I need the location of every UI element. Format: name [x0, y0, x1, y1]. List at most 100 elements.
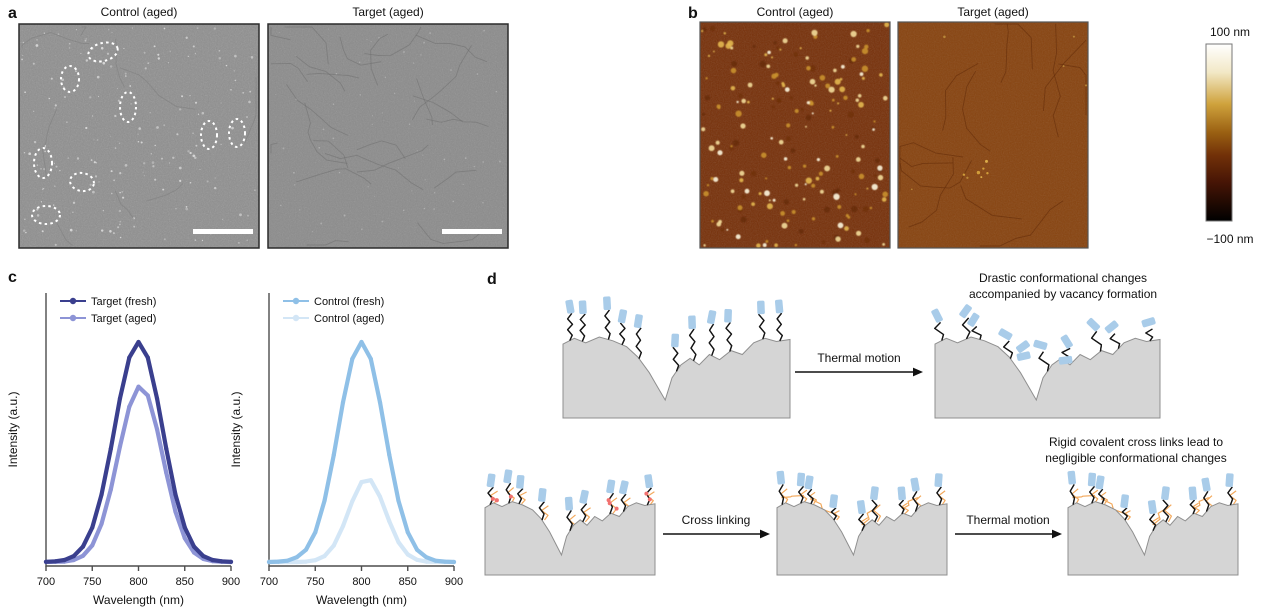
x-tick-label: 800: [352, 576, 370, 588]
series-marker: [451, 559, 457, 565]
series-marker: [90, 525, 95, 530]
chain: [645, 487, 652, 506]
chain: [538, 501, 545, 521]
series-marker: [90, 543, 95, 548]
series-marker: [285, 558, 290, 563]
chain: [1124, 510, 1131, 521]
series-marker: [377, 494, 383, 499]
reactive-site: [647, 497, 652, 502]
series-marker: [294, 555, 299, 560]
schematic-fresh-surface: [562, 296, 791, 419]
ligand-cap: [959, 304, 972, 319]
series-marker: [313, 558, 318, 563]
chain: [912, 490, 919, 512]
chain: [961, 317, 971, 340]
ligand-cap: [688, 315, 696, 330]
panel-c-label: c: [8, 269, 17, 286]
ligand-cap: [1104, 320, 1119, 334]
series-marker: [145, 355, 150, 360]
ligand-cap: [1188, 486, 1197, 501]
series-marker: [164, 446, 169, 451]
chain: [830, 507, 837, 521]
series-marker: [331, 452, 336, 457]
series-marker: [108, 487, 113, 492]
reactive-site: [607, 501, 612, 506]
chain: [1090, 330, 1103, 352]
series-marker: [442, 559, 447, 564]
ligand-cap: [1058, 355, 1073, 365]
sem-image-target-aged: [267, 23, 509, 249]
legend-label: Control (aged): [314, 313, 384, 325]
chain: [708, 323, 715, 356]
ligand-cap: [931, 308, 943, 323]
panel-d-label: d: [487, 271, 497, 288]
series-marker: [173, 492, 178, 497]
x-tick-label: 750: [83, 576, 101, 588]
ligand-cap: [796, 472, 806, 487]
series-marker: [377, 400, 383, 405]
ligand-cap: [1147, 500, 1157, 515]
chain: [971, 326, 982, 340]
caption-vacancy-line1: Drastic conformational changes: [979, 271, 1147, 285]
ligand-cap: [1033, 339, 1048, 350]
reactive-site: [614, 506, 619, 511]
reactive-site: [490, 496, 495, 501]
afm-colorbar: 100 nm −100 nm: [1205, 25, 1254, 246]
defect-ellipse: [87, 41, 119, 63]
ligand-cap: [578, 300, 587, 315]
series-marker: [359, 480, 364, 485]
series-marker: [191, 544, 197, 549]
ligand-cap: [1120, 494, 1129, 509]
afm-image-target-aged: [897, 21, 1089, 249]
ligand-cap: [897, 486, 906, 501]
chain: [580, 503, 588, 523]
chain: [1069, 484, 1076, 505]
x-tick-label: 800: [129, 576, 147, 588]
ligand-cap: [671, 333, 680, 348]
arrow-thermal-motion-bottom: Thermal motion: [955, 513, 1062, 539]
chain: [604, 309, 611, 340]
chain: [1121, 507, 1128, 521]
series-marker: [276, 559, 281, 564]
series-marker: [350, 499, 355, 504]
panel-d: d Drastic conformational changes accompa…: [484, 271, 1239, 576]
chain: [579, 313, 586, 342]
series-marker: [201, 554, 206, 559]
panel-b-label: b: [688, 5, 698, 22]
chain: [1192, 496, 1210, 510]
series-line: [43, 384, 234, 565]
chain: [1227, 486, 1234, 506]
series-marker: [368, 478, 373, 483]
series-marker: [145, 393, 150, 398]
series-marker: [127, 404, 132, 409]
afm-image-control-aged: [699, 21, 891, 249]
series-marker: [210, 557, 215, 563]
arrow-label: Cross linking: [682, 513, 751, 527]
series-marker: [71, 554, 76, 559]
x-axis-label: Wavelength (nm): [316, 593, 407, 607]
chain: [936, 486, 943, 506]
reactive-site: [508, 494, 513, 499]
ligand-cap: [967, 312, 980, 327]
arrow-label: Thermal motion: [817, 351, 900, 365]
caption-vacancy-line2: accompanied by vacancy formation: [969, 287, 1157, 301]
ligand-cap: [537, 488, 547, 502]
arrow-cross-linking: Cross linking: [663, 513, 770, 539]
schematic-crosslinked-aged: [1067, 470, 1239, 576]
chain: [778, 484, 785, 505]
ligand-cap: [1016, 351, 1031, 361]
chain: [1091, 489, 1099, 504]
chain: [800, 489, 808, 504]
ligand-cap: [1016, 340, 1030, 353]
colorbar-min-label: −100 nm: [1206, 232, 1253, 246]
schematic-linkable-surface: [484, 469, 656, 576]
series-line: [266, 478, 457, 565]
chain: [672, 346, 680, 372]
series-marker: [43, 559, 49, 564]
defect-ellipse: [200, 120, 218, 150]
x-tick-label: 850: [399, 576, 417, 588]
panel-a-label: a: [8, 5, 17, 22]
legend-marker: [69, 297, 77, 305]
ligand-cap: [910, 477, 920, 492]
